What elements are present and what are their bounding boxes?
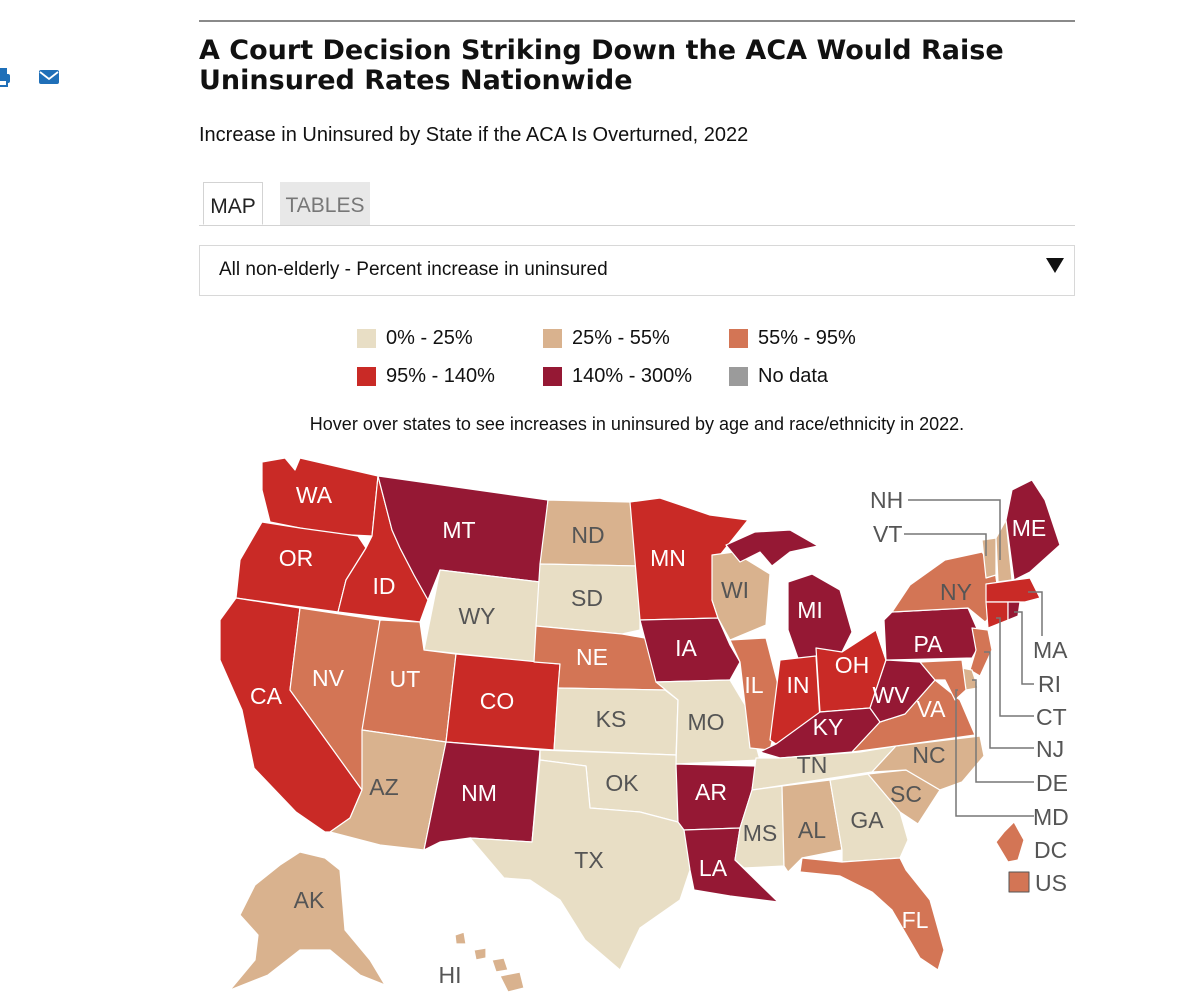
legend-swatch bbox=[729, 329, 748, 348]
state-pa[interactable] bbox=[883, 607, 983, 661]
tab-map[interactable]: MAP bbox=[203, 182, 263, 225]
state-ma[interactable] bbox=[985, 577, 1041, 603]
callout-label-us: US bbox=[1035, 870, 1067, 896]
tab-tables[interactable]: TABLES bbox=[280, 182, 370, 225]
callout-label-ct: CT bbox=[1036, 704, 1067, 730]
state-il[interactable] bbox=[729, 637, 783, 751]
view-tabs: MAP TABLES bbox=[199, 182, 1075, 226]
legend-label: 0% - 25% bbox=[386, 327, 473, 349]
callout-line-ct bbox=[996, 617, 1034, 717]
callout-line-ma bbox=[1028, 591, 1043, 636]
state-nd[interactable] bbox=[539, 499, 641, 567]
state-label-hi: HI bbox=[439, 962, 462, 988]
callout-label-vt: VT bbox=[873, 521, 902, 547]
callout-line-vt bbox=[904, 533, 987, 556]
state-sd[interactable] bbox=[535, 563, 641, 635]
measure-dropdown-value: All non-elderly - Percent increase in un… bbox=[219, 259, 608, 280]
state-me[interactable] bbox=[1005, 479, 1061, 581]
measure-dropdown[interactable]: All non-elderly - Percent increase in un… bbox=[199, 245, 1075, 296]
callout-line-nj bbox=[984, 651, 1034, 749]
state-nj[interactable] bbox=[969, 627, 993, 677]
legend-swatch bbox=[543, 367, 562, 386]
legend-label: No data bbox=[758, 365, 829, 387]
state-co[interactable] bbox=[445, 653, 561, 751]
state-mi[interactable] bbox=[725, 529, 853, 665]
callout-label-nh: NH bbox=[870, 487, 903, 513]
state-ct[interactable] bbox=[985, 601, 1009, 629]
legend-label: 95% - 140% bbox=[386, 365, 495, 387]
callout-label-de: DE bbox=[1036, 770, 1068, 796]
state-wy[interactable] bbox=[423, 569, 541, 663]
callout-label-ri: RI bbox=[1038, 671, 1061, 697]
legend-swatch bbox=[357, 367, 376, 386]
legend-label: 140% - 300% bbox=[572, 365, 693, 387]
legend-label: 55% - 95% bbox=[758, 327, 856, 349]
printer-icon[interactable] bbox=[0, 66, 14, 88]
callout-label-ma: MA bbox=[1033, 637, 1068, 663]
callout-label-dc: DC bbox=[1034, 837, 1067, 863]
chart-title: A Court Decision Striking Down the ACA W… bbox=[199, 35, 1004, 96]
callout-line-md bbox=[955, 689, 1034, 817]
legend: 0% - 25% 25% - 55% 55% - 95% 95% - 140% … bbox=[357, 326, 917, 396]
top-divider bbox=[199, 20, 1075, 22]
legend-swatch bbox=[543, 329, 562, 348]
callout-line-de bbox=[972, 679, 1034, 783]
us-total-swatch[interactable] bbox=[1008, 871, 1030, 893]
callout-line-ri bbox=[1014, 611, 1034, 685]
hover-hint: Hover over states to see increases in un… bbox=[309, 414, 965, 434]
legend-swatch bbox=[357, 329, 376, 348]
callout-label-md: MD bbox=[1033, 804, 1069, 830]
state-ri[interactable] bbox=[1007, 601, 1021, 621]
state-fl[interactable] bbox=[799, 857, 945, 971]
chart-subtitle: Increase in Uninsured by State if the AC… bbox=[199, 124, 749, 146]
state-ak[interactable] bbox=[229, 851, 386, 991]
state-wv[interactable] bbox=[869, 629, 936, 723]
legend-label: 25% - 55% bbox=[572, 327, 670, 349]
state-hi[interactable] bbox=[454, 931, 525, 993]
state-tx[interactable] bbox=[469, 759, 691, 971]
callout-line-nh bbox=[908, 499, 1001, 560]
triangle-down-icon bbox=[1046, 258, 1064, 273]
state-md[interactable] bbox=[919, 659, 967, 701]
callout-label-nj: NJ bbox=[1036, 736, 1064, 762]
state-ks[interactable] bbox=[553, 687, 679, 756]
legend-swatch bbox=[729, 367, 748, 386]
state-dc[interactable] bbox=[995, 821, 1025, 863]
envelope-icon[interactable] bbox=[38, 69, 60, 85]
